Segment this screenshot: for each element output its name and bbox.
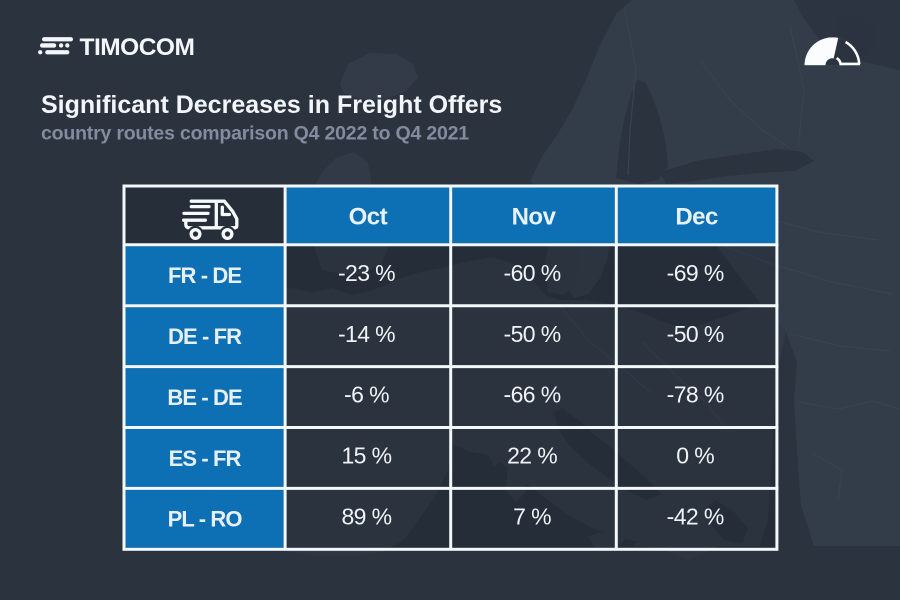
svg-text:-50 %: -50 % [504, 321, 561, 347]
svg-text:7 %: 7 % [513, 504, 551, 530]
svg-text:BE - DE: BE - DE [167, 385, 242, 410]
svg-text:TIMOCOM: TIMOCOM [80, 34, 195, 61]
svg-text:DE - FR: DE - FR [168, 324, 242, 349]
svg-text:Nov: Nov [512, 204, 557, 231]
svg-text:-50 %: -50 % [667, 321, 724, 347]
svg-text:Oct: Oct [349, 204, 388, 231]
svg-text:country routes comparison Q4 2: country routes comparison Q4 2022 to Q4 … [41, 123, 469, 145]
svg-text:-14 %: -14 % [338, 321, 395, 347]
svg-text:Significant Decreases in Freig: Significant Decreases in Freight Offers [41, 91, 502, 119]
svg-text:FR - DE: FR - DE [168, 263, 241, 288]
svg-text:15 %: 15 % [341, 443, 391, 469]
svg-text:-78 %: -78 % [667, 382, 724, 408]
svg-text:PL - RO: PL - RO [168, 507, 243, 532]
svg-text:22 %: 22 % [507, 443, 557, 469]
svg-text:-23 %: -23 % [338, 260, 395, 286]
svg-text:-69 %: -69 % [667, 260, 724, 286]
svg-text:-60 %: -60 % [504, 260, 561, 286]
svg-text:-6 %: -6 % [344, 382, 389, 408]
svg-text:-42 %: -42 % [667, 504, 724, 530]
svg-text:ES - FR: ES - FR [169, 446, 242, 471]
svg-text:0 %: 0 % [676, 443, 714, 469]
svg-text:89 %: 89 % [341, 504, 391, 530]
svg-text:-66 %: -66 % [504, 382, 561, 408]
svg-text:Dec: Dec [675, 204, 718, 231]
